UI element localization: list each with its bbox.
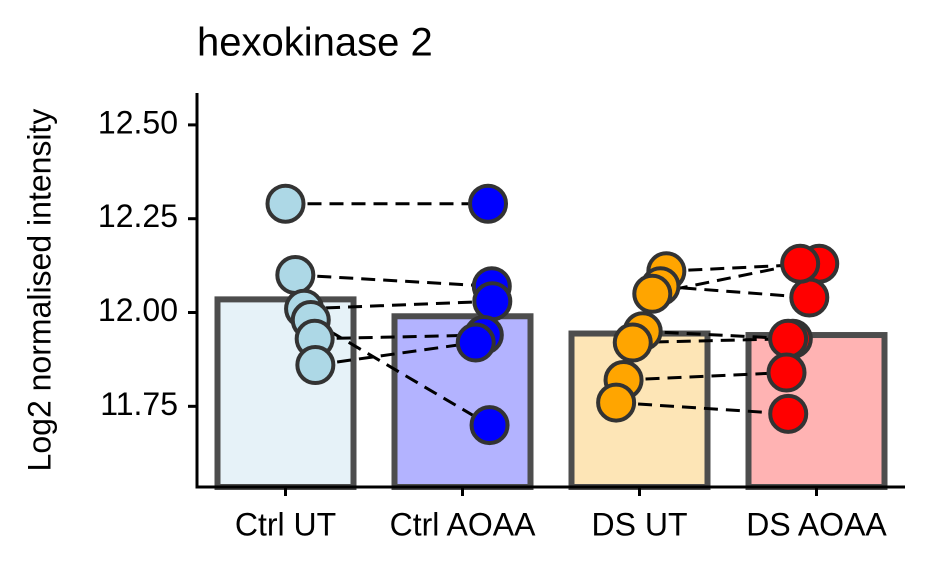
pair-line (314, 333, 484, 341)
point (265, 183, 306, 224)
chart-title: hexokinase 2 (197, 21, 433, 65)
point (612, 322, 653, 363)
pair-line (642, 329, 793, 341)
point (275, 254, 316, 295)
point (768, 393, 809, 434)
pair-line (623, 371, 787, 382)
point (768, 318, 809, 359)
y-axis-label: Log2 normalised intensity (21, 109, 57, 472)
point (455, 322, 496, 363)
point (766, 352, 807, 393)
y-tick-label: 12.50 (98, 104, 178, 140)
bar (214, 296, 357, 490)
x-tick-label: DS UT (592, 506, 688, 542)
x-tick-label: Ctrl AOAA (390, 506, 536, 542)
pair-line (666, 262, 820, 273)
y-tick-label: 12.25 (98, 198, 178, 234)
point (632, 273, 673, 314)
point (295, 345, 336, 386)
point (472, 281, 513, 322)
point (780, 243, 821, 284)
pair-line (295, 273, 492, 288)
pair-line (304, 299, 493, 311)
x-tick-label: Ctrl UT (235, 506, 336, 542)
pair-line (315, 341, 476, 367)
point (468, 183, 509, 224)
y-tick-label: 11.75 (100, 386, 178, 422)
point (469, 405, 510, 446)
x-tick-label: DS AOAA (746, 506, 887, 542)
pair-line (616, 401, 789, 416)
point (596, 382, 637, 423)
point (789, 277, 830, 318)
y-tick-label: 12.00 (98, 292, 178, 328)
